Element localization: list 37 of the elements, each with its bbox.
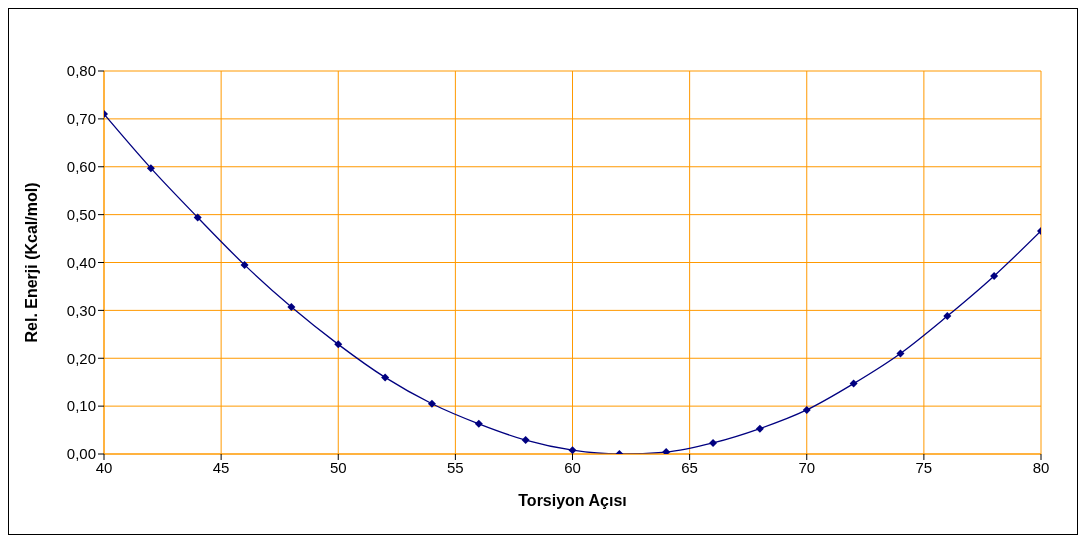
point xyxy=(193,213,202,222)
x-tick-label: 55 xyxy=(447,458,464,476)
point xyxy=(521,436,530,445)
y-tick-label: 0,20 xyxy=(66,349,96,367)
point xyxy=(849,379,858,388)
y-tick-label: 0,50 xyxy=(66,205,96,223)
point xyxy=(802,405,811,414)
y-tick-label: 0,10 xyxy=(66,397,96,415)
y-tick-label: 0,40 xyxy=(66,253,96,271)
point xyxy=(474,419,483,428)
point xyxy=(568,446,577,454)
point xyxy=(334,340,343,349)
point xyxy=(755,424,764,433)
x-tick-label: 80 xyxy=(1032,458,1050,476)
x-tick-label: 65 xyxy=(681,458,698,476)
y-axis-title: Rel. Enerji (Kcal/mol) xyxy=(22,182,40,343)
point xyxy=(381,373,390,382)
x-tick-label: 70 xyxy=(798,458,816,476)
point xyxy=(709,438,718,447)
x-tick-label: 75 xyxy=(915,458,933,476)
y-tick-label: 0,70 xyxy=(66,110,96,128)
point xyxy=(943,312,952,321)
x-tick-label: 45 xyxy=(212,458,230,476)
x-tick-label: 60 xyxy=(564,458,581,476)
x-axis-title: Torsiyon Açısı xyxy=(518,492,627,509)
point xyxy=(427,399,436,408)
point xyxy=(146,164,155,173)
x-tick-label: 40 xyxy=(95,458,113,476)
point xyxy=(240,260,249,269)
y-tick-label: 0,80 xyxy=(66,62,96,80)
y-tick-label: 0,30 xyxy=(66,301,96,319)
point xyxy=(896,349,905,358)
y-tick-label: 0,60 xyxy=(66,158,96,176)
y-tick-label: 0,00 xyxy=(66,445,96,463)
point xyxy=(287,303,296,312)
x-tick-label: 50 xyxy=(329,458,347,476)
point xyxy=(990,271,999,280)
